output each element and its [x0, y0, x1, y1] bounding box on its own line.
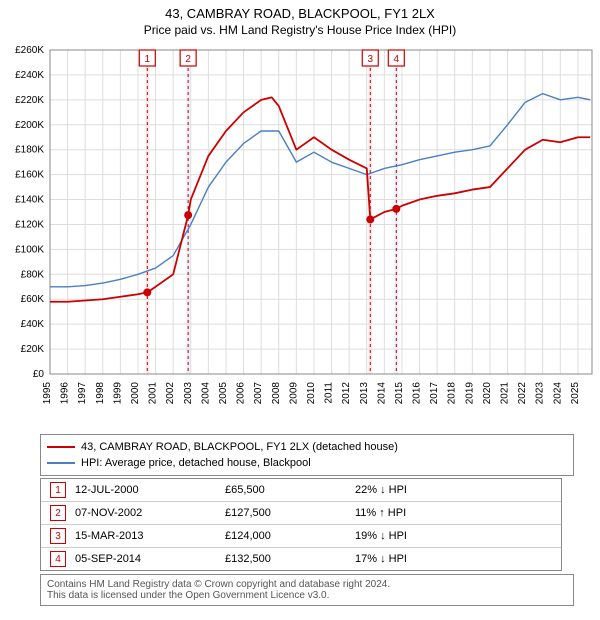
- svg-text:2017: 2017: [429, 382, 440, 405]
- svg-text:2008: 2008: [271, 382, 282, 405]
- svg-text:2006: 2006: [236, 382, 247, 405]
- legend: 43, CAMBRAY ROAD, BLACKPOOL, FY1 2LX (de…: [40, 434, 574, 476]
- legend-swatch-property: [47, 446, 75, 448]
- sale-price: £127,500: [225, 507, 355, 519]
- svg-text:2000: 2000: [130, 382, 141, 405]
- svg-text:1997: 1997: [77, 382, 88, 405]
- svg-text:£180K: £180K: [15, 145, 44, 156]
- footer-line1: Contains HM Land Registry data © Crown c…: [47, 579, 567, 590]
- svg-text:2010: 2010: [306, 382, 317, 405]
- svg-text:£260K: £260K: [15, 45, 44, 56]
- table-row: 3 15-MAR-2013£124,00019% ↓ HPI: [41, 525, 561, 548]
- svg-text:2001: 2001: [148, 382, 159, 405]
- svg-text:£20K: £20K: [21, 344, 45, 355]
- svg-text:2025: 2025: [570, 382, 581, 405]
- svg-text:£240K: £240K: [15, 70, 44, 81]
- svg-text:1995: 1995: [42, 382, 53, 405]
- table-row: 2 07-NOV-2002£127,50011% ↑ HPI: [41, 502, 561, 525]
- footer-line2: This data is licensed under the Open Gov…: [47, 590, 567, 601]
- svg-text:£160K: £160K: [15, 170, 44, 181]
- svg-text:2007: 2007: [253, 382, 264, 405]
- legend-item-hpi: HPI: Average price, detached house, Blac…: [47, 455, 567, 471]
- svg-text:3: 3: [367, 54, 373, 65]
- svg-text:1: 1: [145, 54, 151, 65]
- svg-text:2003: 2003: [183, 382, 194, 405]
- sale-date: 07-NOV-2002: [75, 507, 225, 519]
- legend-item-property: 43, CAMBRAY ROAD, BLACKPOOL, FY1 2LX (de…: [47, 439, 567, 455]
- svg-text:£40K: £40K: [21, 319, 45, 330]
- svg-text:2016: 2016: [412, 382, 423, 405]
- sale-date: 15-MAR-2013: [75, 530, 225, 542]
- svg-text:2011: 2011: [324, 382, 335, 404]
- sale-date: 05-SEP-2014: [75, 553, 225, 565]
- sale-number-box: 2: [50, 505, 66, 521]
- chart-title: 43, CAMBRAY ROAD, BLACKPOOL, FY1 2LX: [0, 0, 600, 21]
- svg-text:4: 4: [394, 54, 400, 65]
- svg-text:£140K: £140K: [15, 195, 44, 206]
- svg-text:1999: 1999: [112, 382, 123, 405]
- sale-price: £132,500: [225, 553, 355, 565]
- sale-price: £124,000: [225, 530, 355, 542]
- svg-text:1998: 1998: [95, 382, 106, 405]
- sale-diff: 22% ↓ HPI: [355, 484, 515, 496]
- sale-price: £65,500: [225, 484, 355, 496]
- svg-text:2013: 2013: [359, 382, 370, 405]
- sales-table: 1 12-JUL-2000£65,50022% ↓ HPI 2 07-NOV-2002…: [40, 478, 562, 571]
- legend-label-property: 43, CAMBRAY ROAD, BLACKPOOL, FY1 2LX (de…: [81, 441, 398, 453]
- svg-text:2019: 2019: [464, 382, 475, 405]
- svg-text:2005: 2005: [218, 382, 229, 405]
- svg-text:2004: 2004: [200, 382, 211, 405]
- sale-number-box: 1: [50, 482, 66, 498]
- sale-number-box: 3: [50, 528, 66, 544]
- svg-text:£100K: £100K: [15, 244, 44, 255]
- legend-swatch-hpi: [47, 462, 75, 464]
- svg-text:1996: 1996: [60, 382, 71, 405]
- footer-licence: Contains HM Land Registry data © Crown c…: [40, 574, 574, 606]
- chart-subtitle: Price paid vs. HM Land Registry's House …: [0, 21, 600, 41]
- chart-area: £0 £20K £40K £60K £80K £100K £120K £140K £160K £1…: [0, 44, 600, 424]
- sale-diff: 19% ↓ HPI: [355, 530, 515, 542]
- svg-text:2009: 2009: [288, 382, 299, 405]
- svg-text:£80K: £80K: [21, 269, 45, 280]
- svg-text:2022: 2022: [517, 382, 528, 405]
- svg-text:2018: 2018: [447, 382, 458, 405]
- sale-diff: 11% ↑ HPI: [355, 507, 515, 519]
- svg-text:£220K: £220K: [15, 95, 44, 106]
- svg-text:2014: 2014: [376, 382, 387, 405]
- svg-text:2002: 2002: [165, 382, 176, 405]
- svg-text:2012: 2012: [341, 382, 352, 405]
- sale-diff: 17% ↓ HPI: [355, 553, 515, 565]
- svg-text:£200K: £200K: [15, 120, 44, 131]
- sale-date: 12-JUL-2000: [75, 484, 225, 496]
- legend-label-hpi: HPI: Average price, detached house, Blac…: [81, 457, 311, 469]
- table-row: 1 12-JUL-2000£65,50022% ↓ HPI: [41, 479, 561, 502]
- sale-number-box: 4: [50, 551, 66, 567]
- svg-text:2021: 2021: [500, 382, 511, 405]
- svg-text:2024: 2024: [552, 382, 563, 405]
- svg-text:2015: 2015: [394, 382, 405, 405]
- svg-text:2023: 2023: [535, 382, 546, 405]
- svg-text:£60K: £60K: [21, 294, 45, 305]
- table-row: 4 05-SEP-2014£132,50017% ↓ HPI: [41, 548, 561, 570]
- svg-text:2: 2: [185, 54, 191, 65]
- svg-text:£120K: £120K: [15, 219, 44, 230]
- svg-text:2020: 2020: [482, 382, 493, 405]
- svg-text:£0: £0: [33, 369, 45, 380]
